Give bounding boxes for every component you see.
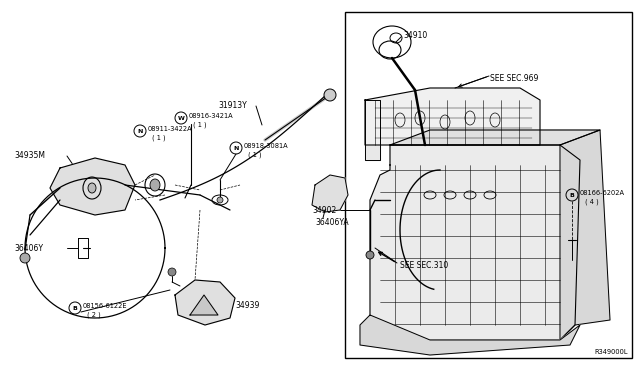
Text: 08916-3421A: 08916-3421A [189, 113, 234, 119]
Text: 34939: 34939 [235, 301, 259, 310]
Circle shape [366, 251, 374, 259]
Polygon shape [360, 315, 580, 355]
Text: R349000L: R349000L [595, 349, 628, 355]
Text: ( 1 ): ( 1 ) [248, 152, 262, 158]
Text: 36406YA: 36406YA [315, 218, 349, 227]
Text: 34935M: 34935M [14, 151, 45, 160]
Text: 08166-6202A: 08166-6202A [580, 190, 625, 196]
Ellipse shape [217, 197, 223, 203]
Text: 31913Y: 31913Y [218, 100, 247, 109]
Text: 08918-3081A: 08918-3081A [244, 143, 289, 149]
Polygon shape [50, 158, 135, 215]
Text: B: B [570, 192, 575, 198]
Text: ( 4 ): ( 4 ) [585, 199, 599, 205]
Text: N: N [234, 145, 239, 151]
Polygon shape [370, 145, 580, 340]
Polygon shape [365, 88, 540, 145]
Text: ( 1 ): ( 1 ) [152, 135, 166, 141]
Circle shape [20, 253, 30, 263]
Text: ( 2 ): ( 2 ) [87, 312, 100, 318]
Text: ( 1 ): ( 1 ) [193, 122, 207, 128]
Text: 34910: 34910 [403, 31, 428, 39]
Polygon shape [560, 130, 610, 340]
Text: 08156-6122E: 08156-6122E [83, 303, 127, 309]
Circle shape [168, 268, 176, 276]
Text: B: B [72, 305, 77, 311]
Text: N: N [138, 128, 143, 134]
Bar [345, 12, 632, 358]
Ellipse shape [150, 179, 160, 191]
Circle shape [324, 89, 336, 101]
Ellipse shape [88, 183, 96, 193]
Polygon shape [190, 295, 218, 315]
Text: 34902: 34902 [313, 205, 337, 215]
Text: SEE SEC.969: SEE SEC.969 [490, 74, 538, 83]
Polygon shape [365, 145, 380, 160]
Text: 36406Y: 36406Y [14, 244, 43, 253]
Polygon shape [312, 175, 348, 212]
Text: SEE SEC.310: SEE SEC.310 [400, 260, 448, 269]
Text: W: W [177, 115, 184, 121]
Text: 08911-3422A: 08911-3422A [148, 126, 193, 132]
Polygon shape [390, 130, 600, 145]
Polygon shape [175, 280, 235, 325]
